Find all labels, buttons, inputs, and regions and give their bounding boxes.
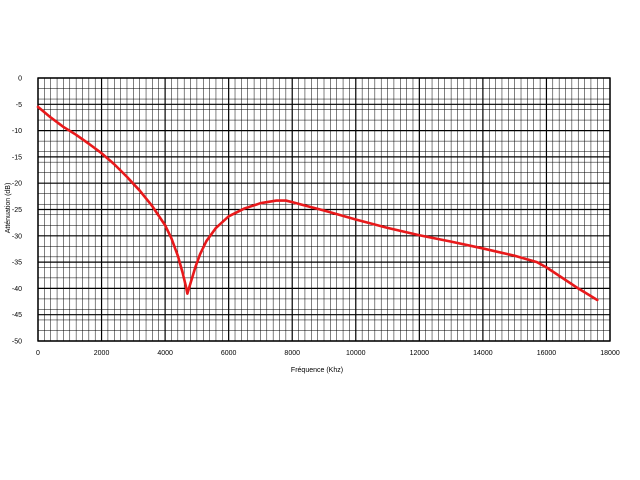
y-axis-label: Atténuation (dB) — [5, 183, 12, 234]
y-tick-label: -40 — [12, 286, 22, 293]
x-tick-label: 18000 — [600, 350, 620, 357]
x-tick-labels: 0 2000 4000 6000 8000 10000 12000 14000 16000 180… — [36, 350, 620, 357]
y-tick-label: -35 — [12, 260, 22, 267]
y-tick-label: -50 — [12, 339, 22, 346]
x-tick-label: 4000 — [157, 350, 173, 357]
attenuation-series-line — [36, 105, 599, 302]
plot-frame — [37, 77, 611, 342]
x-tick-label: 14000 — [473, 350, 493, 357]
y-tick-label: -45 — [12, 312, 22, 319]
y-tick-label: -25 — [12, 207, 22, 214]
x-tick-label: 12000 — [410, 350, 430, 357]
y-tick-label: -10 — [12, 128, 22, 135]
y-tick-label: -5 — [16, 102, 22, 109]
x-tick-label: 2000 — [94, 350, 110, 357]
y-tick-label: -20 — [12, 181, 22, 188]
x-axis-label: Fréquence (Khz) — [291, 367, 343, 374]
y-tick-labels: 0 -5 -10 -15 -20 -25 -30 -35 -40 -45 -50 — [12, 76, 22, 346]
series-layer — [36, 105, 599, 302]
x-tick-label: 0 — [36, 350, 40, 357]
y-tick-label: -30 — [12, 233, 22, 240]
x-tick-label: 6000 — [221, 350, 237, 357]
x-tick-label: 10000 — [346, 350, 366, 357]
y-tick-label: 0 — [18, 76, 22, 83]
x-tick-label: 16000 — [537, 350, 557, 357]
x-tick-label: 8000 — [284, 350, 300, 357]
y-tick-label: -15 — [12, 154, 22, 161]
